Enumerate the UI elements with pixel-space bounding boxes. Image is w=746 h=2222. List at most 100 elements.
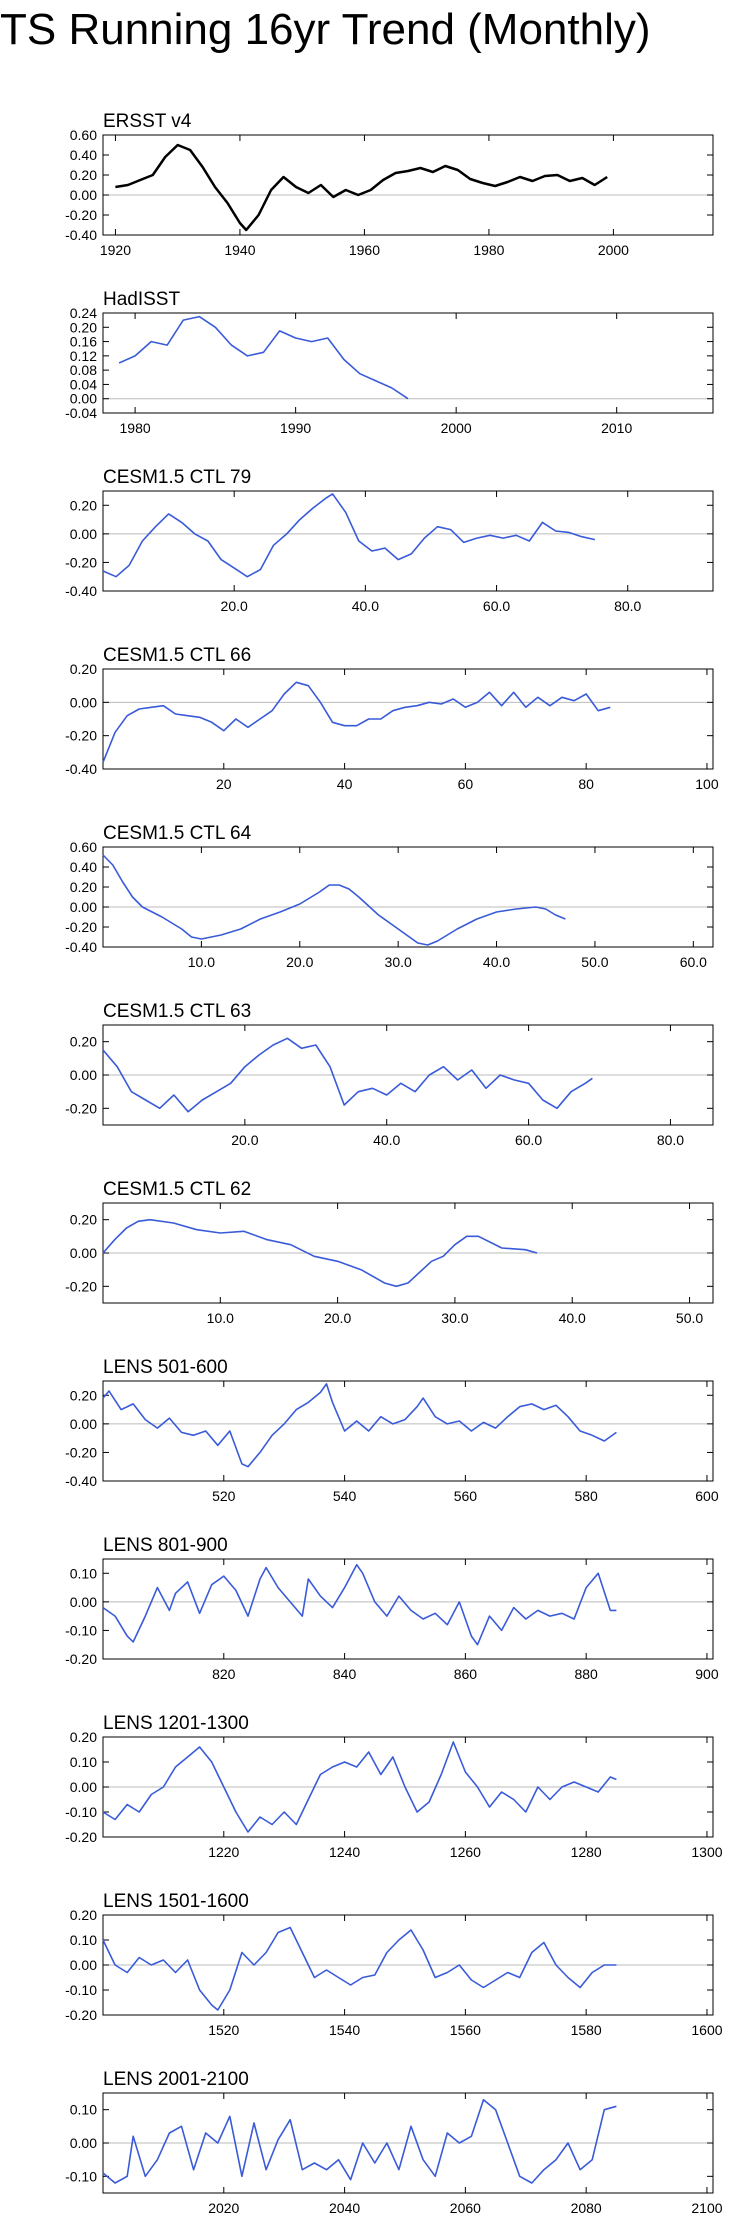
y-tick-label: 0.60 [70,839,97,855]
series-line [118,315,409,400]
plot-frame [102,668,714,770]
x-tick-label: 100 [695,776,719,792]
x-tick-label: 60.0 [483,598,510,614]
chart-title: CESM1.5 CTL 64 [103,823,252,844]
x-tick-label: 80.0 [614,598,641,614]
y-tick-label: 0.00 [70,694,97,710]
y-tick-label: -0.40 [65,939,97,955]
x-tick-label: 1920 [100,242,131,258]
x-tick-label: 1240 [329,1844,360,1860]
x-tick-label: 520 [212,1488,236,1504]
y-tick-label: -0.20 [65,1100,97,1116]
x-tick-label: 2040 [329,2200,360,2216]
series-line [102,1383,617,1468]
x-tick-label: 580 [574,1488,598,1504]
y-tick-label: -0.40 [65,227,97,243]
y-tick-label: -0.20 [65,1829,97,1845]
y-tick-label: 0.10 [70,2102,97,2118]
x-tick-label: 540 [333,1488,357,1504]
chart-panel: CESM1.5 CTL 79 20.0 40.0 60.0 80.0 -0.40 -0.20… [65,467,714,614]
y-tick-label: 0.20 [70,1212,97,1228]
y-tick-label: 0.10 [70,1754,97,1770]
y-tick-label: 0.00 [70,526,97,542]
y-tick-label: 0.16 [70,334,97,350]
series-line [102,1741,617,1833]
x-tick-label: 860 [454,1666,478,1682]
plot-frame [102,1380,714,1482]
x-tick-label: 820 [212,1666,236,1682]
chart-title: LENS 501-600 [103,1357,228,1378]
x-tick-label: 1980 [473,242,504,258]
y-tick-label: 0.00 [70,2135,97,2151]
series-line [102,681,611,763]
y-tick-label: -0.20 [65,1278,97,1294]
series-line [115,143,608,232]
y-tick-label: -0.20 [65,1444,97,1460]
x-tick-label: 2020 [208,2200,239,2216]
x-tick-label: 1520 [208,2022,239,2038]
y-tick-label: -0.10 [65,1982,97,1998]
chart-title: LENS 1201-1300 [103,1713,249,1734]
y-tick-label: -0.20 [65,554,97,570]
x-tick-label: 60.0 [680,954,707,970]
chart-title: LENS 2001-2100 [103,2069,249,2090]
x-tick-label: 900 [695,1666,719,1682]
y-tick-label: 0.08 [70,362,97,378]
x-tick-label: 50.0 [676,1310,703,1326]
x-tick-label: 20.0 [231,1132,258,1148]
series-line [102,854,566,946]
y-tick-label: 0.04 [70,376,97,392]
plot-frame [102,312,714,414]
chart-title: HadISST [103,289,180,310]
y-tick-label: -0.20 [65,728,97,744]
y-tick-label: 0.24 [70,305,97,321]
y-tick-label: 0.20 [70,661,97,677]
x-tick-label: 20.0 [286,954,313,970]
x-tick-label: 10.0 [188,954,215,970]
y-tick-label: 0.20 [70,1387,97,1403]
x-tick-label: 1540 [329,2022,360,2038]
plot-frame [102,846,714,948]
series-line [102,1926,617,2011]
chart-title: CESM1.5 CTL 62 [103,1179,251,1200]
y-tick-label: 0.12 [70,348,97,364]
y-tick-label: 0.20 [70,879,97,895]
plot-frame [102,1558,714,1660]
chart-panel: LENS 801-900 820 840 860 880 900 -0.20 -0.10 0.0… [65,1535,719,1682]
y-tick-label: 0.20 [70,497,97,513]
chart-title: CESM1.5 CTL 79 [103,467,251,488]
y-tick-label: -0.10 [65,2168,97,2184]
series-line [102,1037,593,1113]
y-tick-label: 0.00 [70,1957,97,1973]
chart-title: CESM1.5 CTL 66 [103,645,251,666]
chart-panel: CESM1.5 CTL 63 20.0 40.0 60.0 80.0 -0.20 0.00 0… [65,1001,714,1148]
y-tick-label: 0.20 [70,1729,97,1745]
x-tick-label: 20.0 [324,1310,351,1326]
series-line [102,1218,538,1288]
x-tick-label: 2000 [598,242,629,258]
series-line [102,2098,617,2184]
y-tick-label: 0.10 [70,1932,97,1948]
y-tick-label: 0.00 [70,1779,97,1795]
y-tick-label: -0.10 [65,1622,97,1638]
y-tick-label: 0.20 [70,319,97,335]
y-tick-label: 0.40 [70,859,97,875]
x-tick-label: 80.0 [657,1132,684,1148]
x-tick-label: 2100 [691,2200,722,2216]
y-tick-label: 0.20 [70,1907,97,1923]
y-tick-label: -0.04 [65,405,97,421]
x-tick-label: 2060 [450,2200,481,2216]
x-tick-label: 2080 [571,2200,602,2216]
x-tick-label: 60.0 [515,1132,542,1148]
chart-panel: LENS 1201-1300 1220 1240 1260 1280 1300 -0.20 -… [65,1713,723,1860]
y-tick-label: 0.00 [70,391,97,407]
x-tick-label: 20 [216,776,232,792]
x-tick-label: 30.0 [441,1310,468,1326]
x-tick-label: 60 [458,776,474,792]
chart-panel: LENS 501-600 520 540 560 580 600 -0.40 -0.20 0.0… [65,1357,719,1504]
y-tick-label: -0.40 [65,1473,97,1489]
x-tick-label: 1220 [208,1844,239,1860]
x-tick-label: 1990 [280,420,311,436]
x-tick-label: 40 [337,776,353,792]
x-tick-label: 560 [454,1488,478,1504]
